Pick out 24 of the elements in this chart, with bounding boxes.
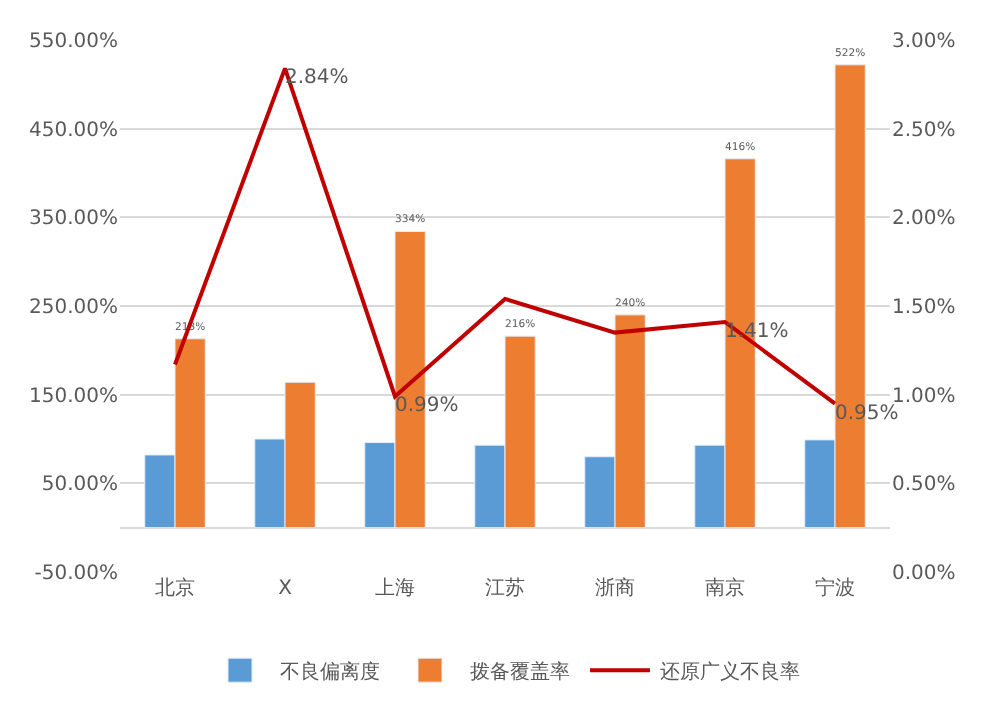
legend-label: 拨备覆盖率 (470, 659, 570, 684)
y-tick-label: 350.00% (29, 208, 118, 231)
x-tick-label: 上海 (375, 576, 415, 600)
y2-tick-label: 1.50% (892, 297, 956, 319)
y-tick-label: 450.00% (29, 119, 118, 142)
x-tick-label: 南京 (705, 576, 745, 600)
y2-tick-label: 0.00% (892, 563, 956, 585)
x-tick-label: X (278, 578, 293, 600)
legend-label: 不良偏离度 (280, 659, 380, 684)
y2-tick-label: 0.50% (892, 474, 956, 497)
y2-tick-label: 2.50% (892, 119, 956, 142)
x-tick-label: 浙商 (595, 576, 635, 600)
y2-tick-label: 2.00% (892, 208, 956, 231)
y-tick-label: -50.00% (34, 563, 118, 585)
y-tick-label: 550.00% (29, 31, 118, 53)
y2-tick-label: 1.00% (892, 385, 956, 408)
y-tick-label: 150.00% (29, 385, 118, 408)
x-tick-label: 江苏 (485, 576, 525, 600)
y-tick-label: 50.00% (41, 474, 118, 497)
x-tick-label: 北京 (155, 576, 195, 600)
x-tick-label: 宁波 (815, 576, 855, 600)
y-tick-label: 250.00% (29, 297, 118, 319)
y2-tick-label: 3.00% (892, 31, 956, 53)
legend-label: 还原广义不良率 (660, 659, 800, 684)
